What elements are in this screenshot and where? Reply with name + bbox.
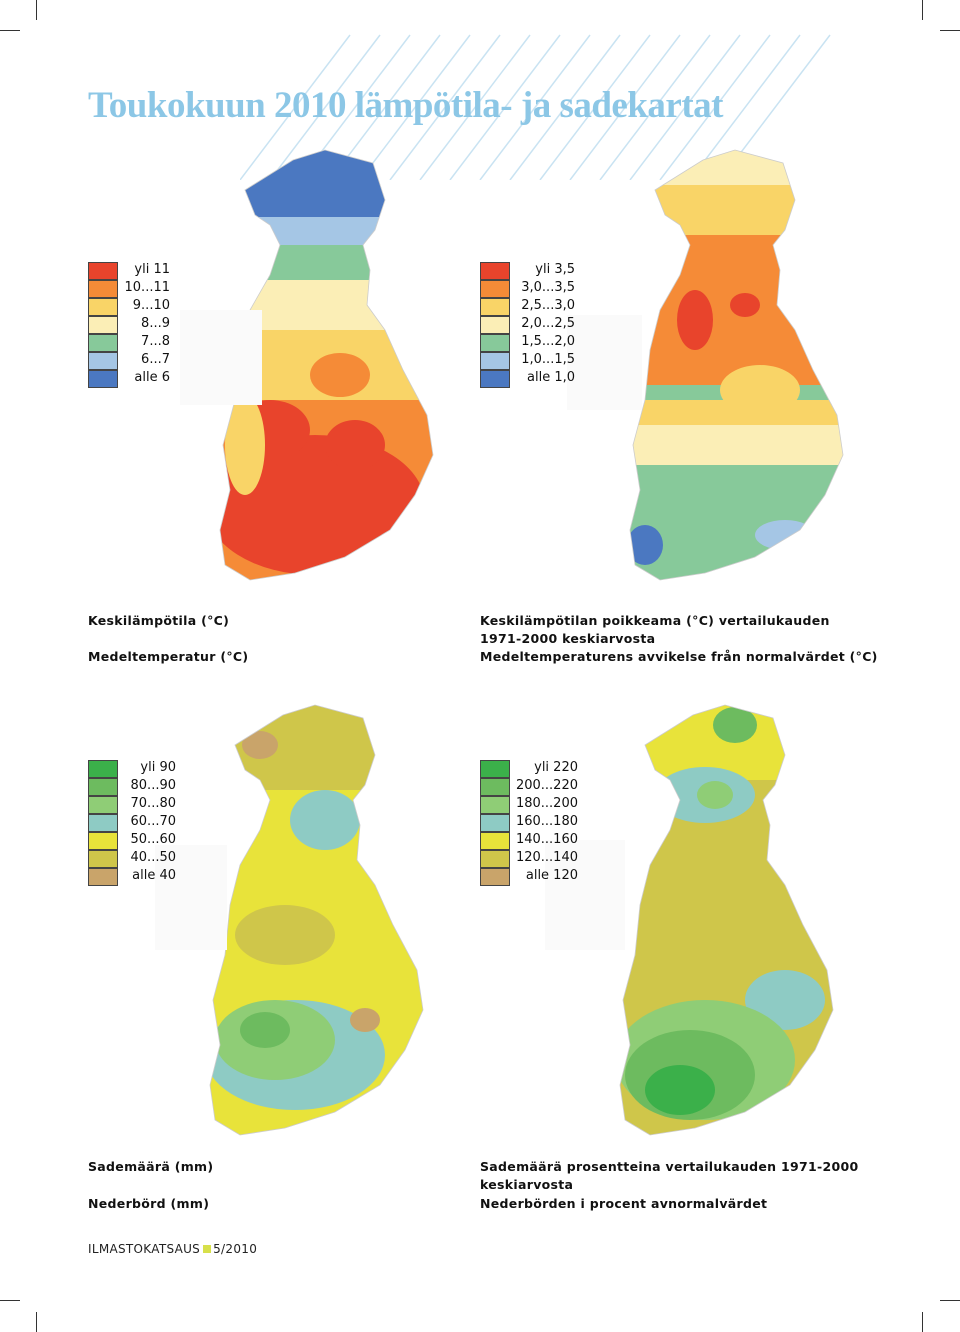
legend-swatch [88,298,118,316]
legend-swatch [88,352,118,370]
caption-fi: Sademäärä (mm) [88,1159,214,1174]
legend-label: 140...160 [515,832,578,847]
legend-label: 80...90 [130,778,176,793]
legend-swatch [480,778,510,796]
legend-swatch [480,316,510,334]
legend-label: 7...8 [141,334,170,349]
legend-label: 160...180 [515,814,578,829]
legend-label: 1,0...1,5 [521,352,575,367]
legend-swatch [88,850,118,868]
legend-label: 200...220 [515,778,578,793]
legend-swatch [480,262,510,280]
crop-mark [0,1300,20,1301]
legend-label: yli 11 [134,262,170,277]
legend-label: alle 1,0 [527,370,575,385]
legend-label: alle 40 [132,868,176,883]
caption-sv: Medeltemperaturens avvikelse från normal… [480,649,878,664]
legend-swatch [480,850,510,868]
legend-swatch [480,352,510,370]
legend-label: yli 220 [534,760,578,775]
footer-issue: 5/2010 [213,1242,258,1256]
legend-label: 60...70 [130,814,176,829]
caption-fi: Keskilämpötila (°C) [88,613,230,628]
crop-mark [36,1312,37,1332]
map-precipitation [209,704,424,1136]
legend-panel [155,845,227,950]
crop-mark [0,30,20,31]
decorative-stripes [240,34,831,180]
legend-label: 1,5...2,0 [521,334,575,349]
legend-swatch [480,370,510,388]
footer-square-icon [203,1245,212,1253]
caption-sv: Nederbörden i procent avnormalvärdet [480,1196,768,1211]
legend-swatch [480,796,510,814]
legend-panel [180,310,262,405]
legend-swatch [88,778,118,796]
legend-swatch [88,334,118,352]
caption-sv: Nederbörd (mm) [88,1196,210,1211]
legend-label: 3,0...3,5 [521,280,575,295]
legend-swatch [480,298,510,316]
legend-swatch [88,280,118,298]
legend-panel [545,840,625,950]
legend-swatch [88,868,118,886]
legend-label: 8...9 [141,316,170,331]
legend-label: alle 6 [134,370,170,385]
map-temperature-anomaly [629,149,844,581]
caption-fi: Keskilämpötilan poikkeama (°C) vertailuk… [480,613,830,646]
legend-swatch [88,796,118,814]
crop-mark [922,1312,923,1332]
legend-label: 10...11 [124,280,170,295]
map-precipitation-percent [619,704,834,1136]
legend-swatch [480,832,510,850]
legend-swatch [88,760,118,778]
caption-fi: Sademäärä prosentteina vertailukauden 19… [480,1159,859,1192]
legend-label: 120...140 [515,850,578,865]
crop-mark [940,1300,960,1301]
legend-label: alle 120 [525,868,578,883]
crop-mark [922,0,923,20]
footer: ILMASTOKATSAUS 5/2010 [88,1242,257,1256]
legend-swatch [88,316,118,334]
crop-mark [36,0,37,20]
legend-swatch [88,370,118,388]
legend-swatch [480,814,510,832]
legend-label: 2,0...2,5 [521,316,575,331]
crop-mark [940,30,960,31]
caption-sv: Medeltemperatur (°C) [88,649,249,664]
legend-swatch [480,334,510,352]
legend-label: 40...50 [130,850,176,865]
legend-swatch [480,868,510,886]
legend-swatch [88,262,118,280]
legend-label: yli 3,5 [535,262,575,277]
legend-panel [567,315,642,410]
legend-label: 180...200 [515,796,578,811]
legend-label: 9...10 [132,298,170,313]
legend-swatch [88,832,118,850]
footer-publication: ILMASTOKATSAUS [88,1242,201,1256]
legend-label: 2,5...3,0 [521,298,575,313]
legend-swatch [480,280,510,298]
legend-swatch [88,814,118,832]
legend-label: yli 90 [140,760,176,775]
page-title: Toukokuun 2010 lämpötila- ja sadekartat [88,85,724,126]
legend-label: 50...60 [130,832,176,847]
legend-swatch [480,760,510,778]
legend-label: 6...7 [141,352,170,367]
legend-label: 70...80 [130,796,176,811]
